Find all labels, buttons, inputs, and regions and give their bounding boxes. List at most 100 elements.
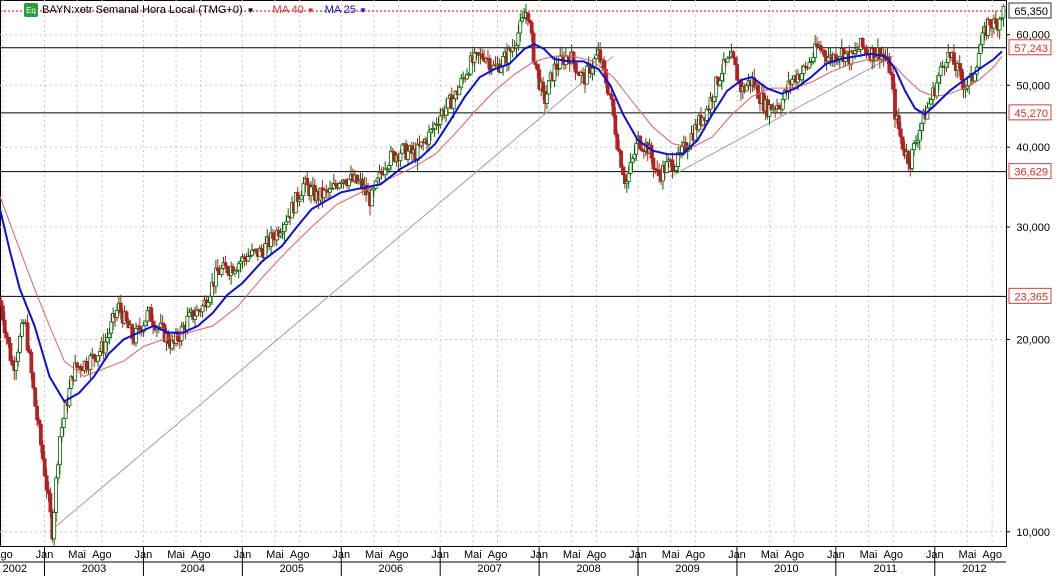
- candle-body: [657, 169, 662, 176]
- candle-body: [451, 98, 456, 110]
- candle-body: [42, 458, 47, 477]
- candle-body: [733, 57, 738, 66]
- candle-body: [223, 262, 228, 267]
- candle-body: [615, 133, 620, 150]
- x-month-label: Ago: [883, 549, 903, 561]
- candle-body: [4, 332, 9, 338]
- x-month-label: Mai: [959, 549, 977, 561]
- candle-body: [898, 128, 903, 138]
- x-month-label: Mai: [68, 549, 86, 561]
- x-month-label: Ago: [587, 549, 607, 561]
- grid: [0, 0, 1007, 547]
- candle-body: [487, 58, 492, 71]
- candle-body: [584, 65, 589, 85]
- candle-body: [934, 82, 939, 97]
- candle-body: [16, 351, 20, 362]
- trend-line: [49, 55, 614, 533]
- candle-body: [143, 320, 148, 327]
- candle-body: [535, 64, 540, 71]
- candle-body: [208, 295, 213, 303]
- candle-body: [282, 224, 287, 233]
- candle-body: [88, 355, 93, 371]
- candle-body: [980, 32, 985, 46]
- candle-body: [472, 52, 477, 63]
- candle-body: [1001, 5, 1006, 19]
- candle-body: [529, 22, 534, 34]
- candle-body: [704, 108, 709, 121]
- candle-body: [427, 131, 431, 145]
- ma40-legend[interactable]: MA 40 ▼: [273, 4, 315, 16]
- candle-body: [790, 78, 795, 85]
- x-month-label: Mai: [860, 549, 878, 561]
- candle-body: [105, 337, 110, 343]
- ma25-legend[interactable]: MA 25 ▼: [325, 4, 367, 16]
- candle-body: [799, 73, 804, 81]
- level-label: 36,629: [1014, 167, 1048, 179]
- chart-header: Eq BAYN:xetr Semanal Hora Local (TMG+0) …: [24, 2, 367, 18]
- candle-body: [438, 115, 443, 125]
- candle-body: [46, 489, 51, 494]
- candle-body: [444, 107, 448, 116]
- candle-body: [590, 67, 595, 74]
- candle-body: [299, 195, 304, 200]
- candle-body: [52, 512, 57, 540]
- ma25-dropdown-icon[interactable]: ▼: [358, 6, 367, 15]
- candle-body: [214, 267, 218, 287]
- x-year-label: 2006: [378, 563, 402, 575]
- y-tick-label: 20,000: [1016, 334, 1050, 346]
- last-price-tag: [1008, 2, 1052, 19]
- symbol-title[interactable]: BAYN:xetr Semanal Hora Local (TMG+0): [42, 4, 243, 16]
- x-year-label: 2007: [477, 563, 501, 575]
- level-tag: [1008, 104, 1052, 121]
- candle-body: [927, 103, 932, 109]
- x-year-label: 2009: [675, 563, 699, 575]
- candle-body: [149, 307, 154, 322]
- candle-body: [343, 179, 348, 184]
- candle-body: [735, 64, 740, 81]
- candle-body: [900, 136, 905, 150]
- candle-body: [860, 38, 865, 48]
- candle-body: [54, 477, 59, 513]
- ma40-dropdown-icon[interactable]: ▼: [306, 6, 315, 15]
- candle-body: [134, 327, 138, 344]
- candle-body: [651, 157, 656, 170]
- candle-body: [531, 32, 536, 63]
- x-month-label: Mai: [266, 549, 284, 561]
- y-tick-label: 10,000: [1016, 527, 1050, 539]
- candle-body: [573, 62, 578, 73]
- candle-body: [997, 18, 1002, 31]
- candle-body: [259, 247, 264, 252]
- x-month-label: Mai: [464, 549, 482, 561]
- candle-body: [609, 94, 614, 100]
- candle-body: [929, 99, 934, 105]
- candle-body: [33, 387, 38, 407]
- candle-body: [558, 55, 563, 70]
- candle-body: [973, 73, 977, 82]
- candle-body: [680, 145, 684, 154]
- candle-body: [727, 56, 732, 59]
- candle-body: [215, 267, 220, 272]
- candle-body: [546, 80, 551, 95]
- candle-body: [480, 53, 485, 59]
- candle-body: [811, 57, 816, 62]
- candle-body: [328, 188, 332, 193]
- candle-body: [744, 85, 749, 92]
- candle-body: [518, 20, 523, 34]
- candle-body: [936, 75, 941, 84]
- x-month-label: Ago: [785, 549, 805, 561]
- candle-body: [917, 130, 922, 142]
- candle-body: [347, 178, 351, 186]
- candle-body: [957, 63, 962, 70]
- level-tag: [1008, 39, 1052, 56]
- x-month-label: Mai: [365, 549, 383, 561]
- candle-body: [271, 232, 275, 239]
- x-month-label: Mai: [662, 549, 680, 561]
- candle-body: [137, 325, 142, 331]
- candle-body: [387, 165, 391, 170]
- equity-badge[interactable]: Eq: [24, 3, 38, 17]
- candle-body: [664, 161, 669, 174]
- candle-body: [115, 310, 119, 318]
- x-year-label: 2005: [280, 563, 304, 575]
- symbol-dropdown-icon[interactable]: ▼: [246, 5, 255, 15]
- candle-body: [976, 53, 981, 68]
